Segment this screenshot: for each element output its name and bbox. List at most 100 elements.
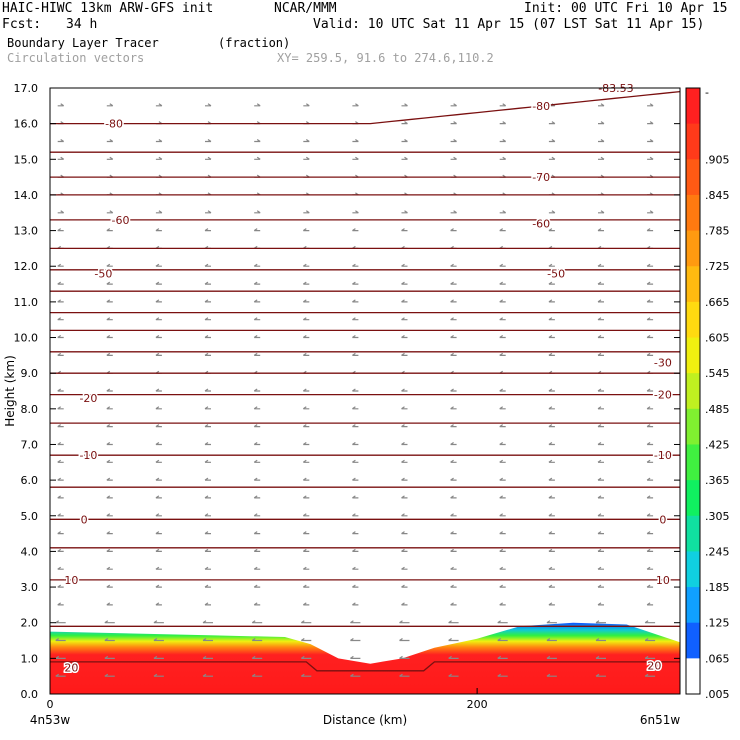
wind-vector	[401, 406, 408, 410]
wind-vector	[352, 103, 359, 107]
wind-vector	[597, 335, 604, 339]
wind-vector	[450, 584, 457, 588]
contour-label: 10	[64, 574, 78, 587]
wind-vector	[401, 531, 408, 535]
wind-vector	[352, 228, 359, 232]
wind-vector	[448, 673, 459, 677]
colorbar-swatch	[686, 515, 700, 552]
wind-vector	[401, 317, 408, 321]
wind-vector	[546, 638, 557, 642]
wind-vector	[155, 566, 162, 570]
wind-vector	[646, 477, 654, 481]
colorbar-swatch	[686, 480, 700, 517]
wind-vector	[302, 513, 310, 517]
wind-vector	[646, 335, 654, 339]
wind-vector	[548, 317, 555, 321]
wind-vector	[646, 531, 654, 535]
wind-vector	[155, 495, 162, 499]
wind-vector	[352, 531, 359, 535]
wind-vector	[155, 442, 162, 446]
wind-vector	[352, 210, 359, 214]
wind-vector	[302, 317, 310, 321]
wind-vector	[499, 406, 506, 410]
xy-coordinates: XY= 259.5, 91.6 to 274.6,110.2	[277, 51, 494, 65]
wind-vector	[646, 263, 654, 267]
wind-vector	[300, 655, 312, 659]
wind-vector	[548, 139, 556, 143]
wind-vector	[450, 281, 457, 285]
wind-vector	[57, 566, 64, 570]
wind-vector	[499, 121, 507, 125]
wind-vector	[155, 388, 162, 392]
wind-vector	[205, 103, 212, 107]
wind-vector	[204, 228, 211, 232]
wind-vector	[450, 299, 457, 303]
wind-vector	[205, 156, 212, 160]
colorbar-label: .065	[705, 652, 730, 665]
wind-vector	[352, 513, 359, 517]
y-tick-label: 7.0	[21, 438, 39, 451]
wind-vector	[106, 299, 113, 303]
wind-vector	[57, 388, 64, 392]
colorbar-label: .185	[705, 581, 730, 594]
wind-vector	[352, 335, 359, 339]
wind-vector	[57, 335, 64, 339]
wind-vector	[548, 335, 555, 339]
wind-vector	[401, 513, 408, 517]
wind-vector	[450, 495, 457, 499]
colorbar-label: .005	[705, 688, 730, 701]
wind-vector	[597, 263, 604, 267]
colorbar-label: .845	[705, 189, 730, 202]
wind-vector	[253, 388, 261, 392]
colorbar-swatch	[686, 408, 700, 445]
wind-vector	[646, 459, 654, 463]
wind-vector	[57, 228, 64, 232]
wind-vector	[57, 281, 64, 285]
wind-vector	[104, 655, 115, 659]
surface-band	[50, 688, 680, 694]
wind-vector	[57, 156, 65, 160]
wind-vector	[352, 139, 359, 143]
wind-vector	[55, 673, 66, 677]
y-axis-title: Height (km)	[3, 355, 17, 426]
wind-vector	[597, 602, 604, 606]
wind-vector	[57, 513, 64, 517]
wind-vector	[204, 584, 211, 588]
y-tick-label: 4.0	[21, 545, 39, 558]
wind-vector	[106, 602, 113, 606]
wind-vector	[548, 584, 555, 588]
wind-vector	[646, 388, 654, 392]
y-tick-label: 6.0	[21, 474, 39, 487]
wind-vector	[254, 210, 261, 214]
wind-vector	[300, 673, 312, 677]
wind-vector	[153, 638, 164, 642]
wind-vector	[548, 531, 555, 535]
colorbar-label: .125	[705, 617, 730, 630]
y-tick-label: 15.0	[14, 153, 39, 166]
wind-vector	[548, 121, 556, 125]
wind-vector	[450, 335, 457, 339]
wind-vector	[499, 299, 506, 303]
wind-vector	[448, 620, 459, 624]
wind-vector	[644, 620, 656, 624]
colorbar-label: .665	[705, 296, 730, 309]
wind-vector	[302, 388, 310, 392]
wind-vector	[450, 352, 457, 356]
wind-vector	[350, 620, 361, 624]
wind-vector	[253, 406, 261, 410]
wind-vector	[448, 638, 459, 642]
colorbar-swatch	[686, 587, 700, 624]
wind-vector	[597, 531, 604, 535]
colorbar-swatch	[686, 230, 700, 267]
wind-vector	[106, 442, 113, 446]
wind-vector	[155, 335, 162, 339]
wind-vector	[302, 424, 310, 428]
y-tick-label: 16.0	[14, 118, 39, 131]
wind-vector	[106, 335, 113, 339]
wind-vector	[205, 210, 212, 214]
wind-vector	[548, 424, 555, 428]
wind-vector	[302, 228, 310, 232]
wind-vector	[57, 602, 64, 606]
contour-label: 20	[64, 661, 78, 674]
wind-vector	[401, 335, 408, 339]
